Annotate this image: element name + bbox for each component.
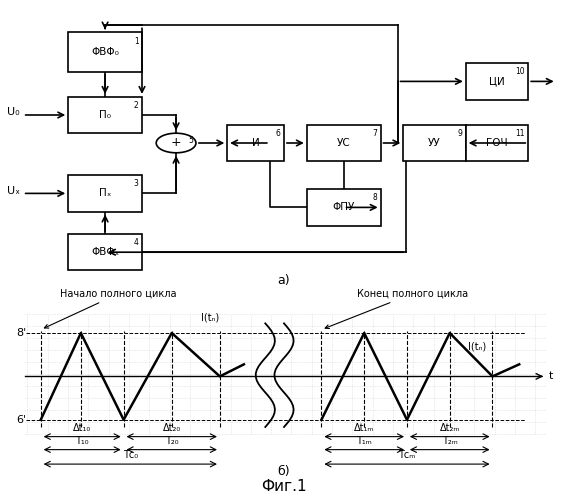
Text: ЦИ: ЦИ (489, 76, 505, 86)
Text: Фиг.1: Фиг.1 (261, 479, 307, 494)
Text: ГОЧ: ГОЧ (486, 138, 508, 148)
Text: I(tₙ): I(tₙ) (469, 342, 487, 352)
Text: б): б) (278, 465, 290, 478)
Text: 9: 9 (457, 129, 462, 138)
Text: T₂₀: T₂₀ (165, 436, 178, 446)
Bar (68, 175, 142, 212)
Text: 3: 3 (133, 180, 139, 188)
Text: УУ: УУ (428, 138, 441, 148)
Text: I(tₙ): I(tₙ) (201, 313, 219, 323)
Text: Пₓ: Пₓ (99, 188, 111, 198)
Text: Конец полного цикла: Конец полного цикла (325, 289, 468, 329)
Bar (466, 63, 528, 100)
Circle shape (156, 133, 196, 153)
Text: ΦВΦ₀: ΦВΦ₀ (91, 47, 119, 57)
Text: Δt₂ₘ: Δt₂ₘ (440, 423, 460, 433)
Bar (307, 125, 381, 161)
Text: Tс₀: Tс₀ (123, 450, 138, 460)
Text: 6': 6' (16, 415, 26, 425)
Text: 6: 6 (275, 129, 281, 138)
Bar (68, 32, 142, 72)
Text: И: И (252, 138, 260, 148)
Text: 11: 11 (515, 129, 525, 138)
Text: 5: 5 (188, 136, 193, 145)
Text: 10: 10 (515, 68, 525, 76)
Text: ΦВΦₓ: ΦВΦₓ (91, 247, 119, 257)
Text: 2: 2 (134, 101, 139, 110)
Text: 8': 8' (16, 328, 26, 338)
Text: Uₓ: Uₓ (7, 186, 20, 196)
Text: а): а) (278, 274, 290, 287)
Bar (307, 189, 381, 226)
Bar (68, 234, 142, 270)
Text: +: + (171, 136, 181, 149)
Text: T₂ₘ: T₂ₘ (442, 436, 458, 446)
Text: П₀: П₀ (99, 110, 111, 120)
Text: ΦПУ: ΦПУ (332, 202, 355, 212)
Text: 4: 4 (133, 238, 139, 247)
Bar (227, 125, 284, 161)
Text: Δt₁₀: Δt₁₀ (73, 423, 91, 433)
Text: t: t (549, 372, 553, 382)
Text: T₁ₘ: T₁ₘ (356, 436, 372, 446)
Text: Tсₘ: Tсₘ (398, 450, 416, 460)
Text: Δt₂₀: Δt₂₀ (162, 423, 181, 433)
Bar (466, 125, 528, 161)
Bar (403, 125, 466, 161)
Text: УС: УС (337, 138, 350, 148)
Text: 8: 8 (373, 194, 377, 202)
Text: 1: 1 (134, 36, 139, 46)
Text: Δt₁ₘ: Δt₁ₘ (354, 423, 374, 433)
Bar (68, 97, 142, 133)
Text: 7: 7 (372, 129, 377, 138)
Text: T₁₀: T₁₀ (76, 436, 89, 446)
Text: Начало полного цикла: Начало полного цикла (44, 289, 177, 328)
Text: U₀: U₀ (7, 107, 20, 117)
